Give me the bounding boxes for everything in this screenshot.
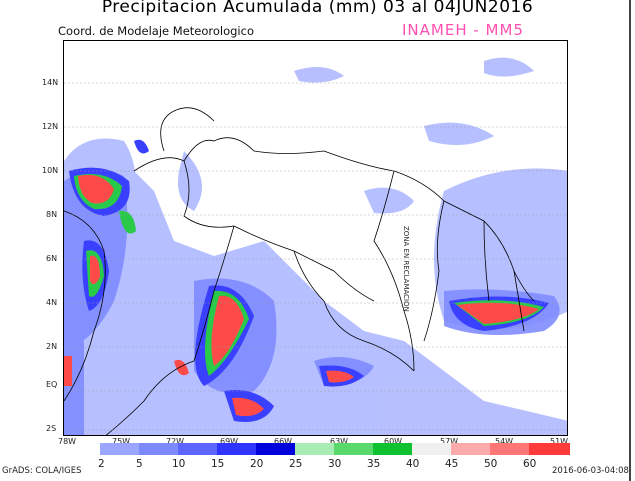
colorbar-swatch (529, 443, 570, 455)
precip-max (64, 174, 539, 417)
lon-label: 63W (330, 437, 349, 446)
lat-label: 2N (46, 342, 58, 351)
colorbar-swatch (373, 443, 412, 455)
graticule (64, 82, 567, 431)
lon-label: 78W (58, 437, 77, 446)
colorbar-label: 5 (136, 458, 143, 470)
colorbar-swatch (217, 443, 256, 455)
footer-timestamp: 2016-06-03-04:08 (552, 466, 629, 476)
lon-label: 69W (220, 437, 239, 446)
colorbar-label: 50 (484, 458, 498, 470)
country-borders (64, 107, 535, 435)
lon-label: 57W (440, 437, 459, 446)
colorbar-swatch (256, 443, 295, 455)
colorbar-label: 25 (289, 458, 303, 470)
precipitation-field: ZONA EN RECLAMACION (64, 57, 567, 435)
colorbar-label: 40 (406, 458, 420, 470)
lat-label: 2S (46, 424, 57, 433)
lon-label: 66W (274, 437, 293, 446)
footer-source: GrADS: COLA/IGES (2, 466, 82, 476)
lon-label: 60W (384, 437, 403, 446)
colorbar-swatch (178, 443, 217, 455)
zone-label: ZONA EN RECLAMACION (402, 226, 410, 312)
colorbar-label: 45 (445, 458, 459, 470)
lon-label: 72W (166, 437, 185, 446)
colorbar-label: 60 (523, 458, 537, 470)
map-title: Precipitacion Acumulada (mm) 03 al 04JUN… (101, 0, 534, 17)
colorbar-swatch (412, 443, 451, 455)
lat-label: 4N (46, 298, 58, 307)
lat-label: 10N (42, 166, 59, 175)
colorbar-swatch (451, 443, 490, 455)
colorbar-label: 20 (250, 458, 264, 470)
colorbar-label: 30 (328, 458, 342, 470)
colorbar-label: 15 (211, 458, 225, 470)
colorbar (100, 443, 570, 455)
lon-label: 75W (112, 437, 131, 446)
lon-label: 51W (550, 437, 569, 446)
lat-label: EQ (46, 380, 58, 389)
lon-label: 54W (495, 437, 514, 446)
precipitation-map: ZONA EN RECLAMACION (63, 40, 568, 436)
colorbar-swatch (100, 443, 139, 455)
colorbar-swatch (490, 443, 529, 455)
colorbar-swatch (139, 443, 178, 455)
colorbar-swatch (334, 443, 373, 455)
colorbar-label: 10 (172, 458, 186, 470)
map-subtitle: Coord. de Modelaje Meteorologico (58, 24, 254, 38)
window-edge (629, 0, 631, 481)
lat-label: 14N (42, 78, 59, 87)
lat-label: 12N (42, 122, 59, 131)
brand-label: INAMEH - MM5 (402, 21, 524, 39)
lat-label: 6N (46, 254, 58, 263)
lat-label: 8N (46, 210, 58, 219)
colorbar-label: 2 (98, 458, 105, 470)
colorbar-label: 35 (367, 458, 381, 470)
colorbar-swatch (295, 443, 334, 455)
precip-light (64, 57, 567, 435)
